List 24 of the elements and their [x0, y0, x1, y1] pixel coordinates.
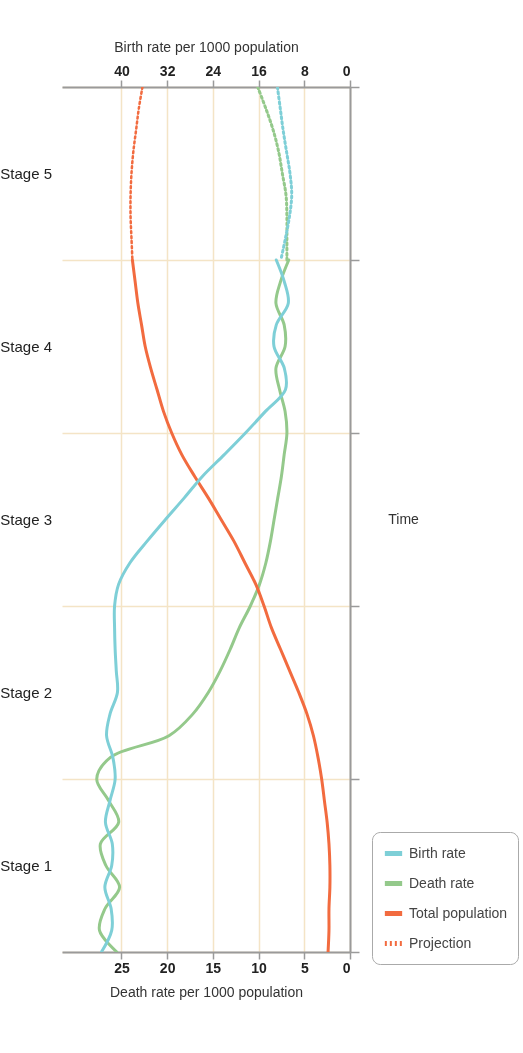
y-axis-title: Time — [388, 511, 420, 527]
x-tick-label: 20 — [159, 959, 176, 976]
legend-label: Total population — [409, 904, 508, 921]
text: Stage 2 — [0, 683, 52, 701]
x2-tick-label: 16 — [251, 62, 268, 79]
x-tick-label: 15 — [205, 959, 222, 976]
legend-label: Death rate — [409, 874, 475, 891]
x-tick-label: 5 — [300, 959, 309, 976]
x2-tick-label: 8 — [300, 62, 309, 79]
text: Stage 5 — [0, 164, 52, 182]
legend-label: Birth rate — [409, 844, 467, 861]
x-tick-label: 10 — [251, 959, 268, 976]
text: Stage 3 — [0, 510, 52, 528]
x2-tick-label: 40 — [114, 62, 130, 79]
x2-tick-label: 0 — [342, 62, 351, 79]
x2-axis-title: Birth rate per 1000 population — [114, 38, 299, 55]
legend-label: Projection — [409, 934, 472, 951]
x-axis-title: Death rate per 1000 population — [109, 983, 304, 1000]
text: Stage 4 — [0, 337, 52, 355]
x2-tick-label: 24 — [205, 62, 222, 79]
x2-tick-label: 32 — [159, 62, 176, 79]
x-tick-label: 25 — [114, 959, 130, 976]
x-tick-label: 0 — [342, 959, 351, 976]
text: Stage 1 — [0, 856, 52, 874]
